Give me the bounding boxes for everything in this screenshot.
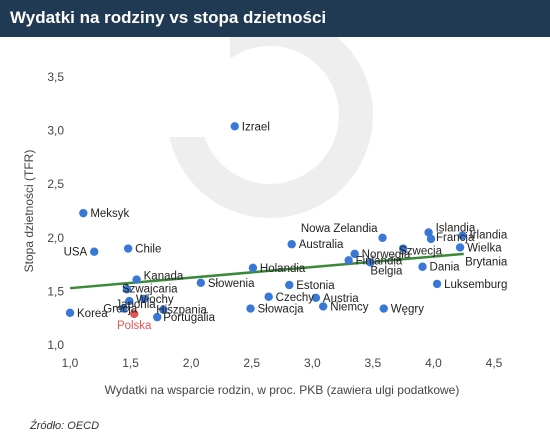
y-axis-label: Stopa dzietności (TFR) — [22, 150, 36, 273]
data-point — [153, 312, 162, 322]
data-point — [378, 233, 387, 242]
data-point — [432, 279, 442, 289]
point-label: Holandia — [260, 263, 306, 275]
point-label: Czechy — [276, 292, 315, 304]
data-point — [398, 244, 408, 253]
point-label: Polska — [117, 320, 152, 332]
point-label: Węgry — [391, 304, 424, 316]
point-label: Luksemburg — [444, 279, 507, 291]
data-point — [455, 243, 465, 252]
point-label: Finlandia — [356, 255, 403, 267]
point-label: Francja — [436, 232, 475, 244]
header-bar: Wydatki na rodziny vs stopa dzietności — [0, 0, 550, 37]
x-tick-label: 4,5 — [486, 356, 503, 370]
point-label: Izrael — [242, 121, 270, 133]
data-point — [285, 280, 294, 290]
data-point — [65, 308, 75, 318]
point-label: Japonia — [115, 299, 156, 311]
data-point — [366, 258, 375, 267]
data-point — [159, 305, 168, 314]
data-point — [350, 249, 359, 259]
data-point — [379, 304, 388, 313]
x-tick-label: 4,0 — [425, 356, 442, 370]
point-label: Szwecja — [399, 246, 442, 258]
data-point — [418, 262, 427, 271]
y-tick-label: 1,0 — [47, 338, 64, 352]
point-label: Niemcy — [330, 301, 369, 313]
data-point — [122, 285, 132, 294]
point-label: Grecja — [103, 304, 137, 316]
data-point — [230, 122, 239, 131]
data-point — [90, 247, 99, 256]
y-tick-label: 3,0 — [47, 124, 64, 138]
data-point — [248, 263, 258, 273]
y-tick-label: 2,0 — [47, 231, 64, 245]
x-axis-label: Wydatki na wsparcie rodzin, w proc. PKB … — [105, 383, 460, 397]
watermark-gap — [150, 37, 230, 137]
point-label: Wielka — [467, 242, 502, 254]
point-label: Słowacja — [258, 304, 305, 316]
data-point — [458, 231, 467, 240]
data-point — [125, 296, 134, 306]
point-label: Norwegia — [362, 249, 411, 261]
point-label: Kanada — [144, 271, 184, 283]
data-point — [130, 309, 139, 319]
source-note: Źródło: OECD — [30, 420, 100, 432]
data-point — [246, 304, 255, 313]
data-point — [132, 275, 141, 284]
x-tick-label: 1,5 — [122, 356, 139, 370]
point-label: Słowenia — [208, 278, 255, 290]
point-label: Estonia — [296, 280, 335, 292]
point-label: Meksyk — [90, 208, 129, 220]
point-label: Włochy — [136, 294, 174, 306]
points-group — [65, 122, 467, 322]
y-tick-label: 1,5 — [47, 284, 64, 298]
point-label: Australia — [299, 239, 344, 251]
point-label: Szwajcaria — [122, 283, 178, 295]
data-point — [424, 228, 433, 237]
point-label: Austria — [323, 293, 359, 305]
y-tick-label: 2,5 — [47, 177, 64, 191]
data-point — [123, 244, 133, 253]
point-label: Portugalia — [163, 312, 215, 324]
point-label: Nowa Zelandia — [301, 223, 378, 235]
data-point — [287, 240, 296, 249]
point-label: Belgia — [370, 265, 403, 277]
point-label: Brytania — [465, 256, 508, 268]
data-point — [264, 292, 273, 301]
x-tick-label: 2,5 — [243, 356, 260, 370]
x-tick-label: 3,0 — [304, 356, 321, 370]
y-tick-label: 3,5 — [47, 70, 64, 84]
data-point — [318, 302, 328, 311]
data-point — [196, 278, 206, 288]
x-tick-label: 3,5 — [365, 356, 382, 370]
point-label: Irlandia — [470, 230, 508, 242]
chart-title: Wydatki na rodziny vs stopa dzietności — [10, 8, 327, 27]
point-label: Chile — [135, 244, 161, 256]
data-point — [311, 293, 321, 303]
x-tick-label: 1,0 — [62, 356, 79, 370]
point-label: Islandia — [436, 222, 476, 234]
watermark-logo — [150, 37, 373, 218]
axis-ticks: 1,0 1,5 2,0 2,5 3,0 3,5 4,0 4,5 1,0 1,5 2,0 2,5 3,0 3… — [47, 70, 502, 370]
data-point — [119, 304, 128, 313]
data-point — [426, 234, 436, 244]
point-label: Dania — [430, 262, 461, 274]
data-point — [79, 208, 88, 218]
data-point — [139, 294, 149, 304]
point-label: USA — [64, 247, 88, 259]
point-label: Korea — [77, 308, 108, 320]
scatter-chart: 1,0 1,5 2,0 2,5 3,0 3,5 4,0 4,5 1,0 1,5 2,0 2,5 3,0 3… — [22, 37, 508, 397]
x-tick-label: 2,0 — [183, 356, 200, 370]
point-label: Hiszpania — [156, 305, 207, 317]
data-point — [344, 256, 353, 265]
